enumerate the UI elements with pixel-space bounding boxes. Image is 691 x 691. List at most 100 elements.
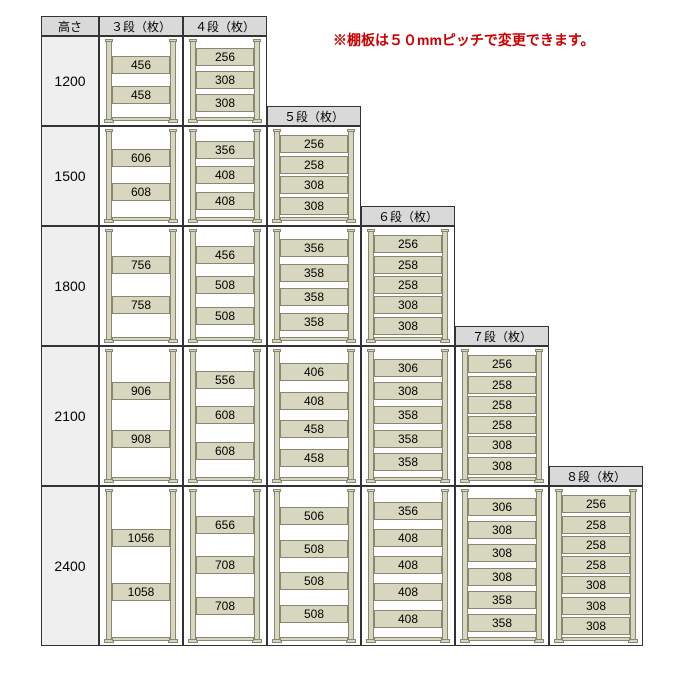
shelf-plate: 556 [196, 371, 254, 389]
cell-1800-c4: 356358358358 [267, 226, 361, 346]
shelf-plate: 308 [374, 296, 442, 314]
shelf-plate: 408 [374, 610, 442, 628]
shelf-diagram: 256258258258308308308 [556, 491, 636, 641]
header-c7: ８段（枚） [549, 466, 643, 486]
shelf-plate: 356 [196, 141, 254, 159]
shelf-plate: 358 [374, 453, 442, 471]
cell-1200-c3: 256308308 [183, 36, 267, 126]
shelf-plate: 608 [196, 442, 254, 460]
shelf-plate: 358 [374, 406, 442, 424]
cell-2100-c4: 406 408 458 458 [267, 346, 361, 486]
cell-1800-c2: 756 758 [99, 226, 183, 346]
shelf-diagram: 256 258 258 308 308 [368, 231, 448, 341]
shelf-plate: 358 [280, 288, 348, 306]
shelf-plate: 356 [280, 239, 348, 257]
cell-2400-c4: 506508508508 [267, 486, 361, 646]
shelf-plate: 308 [468, 521, 536, 539]
shelf-plate: 308 [562, 597, 630, 615]
shelf-plate: 758 [112, 296, 170, 314]
shelf-diagram: 456508508 [190, 231, 260, 341]
shelf-plate: 358 [468, 614, 536, 632]
pitch-note: ※棚板は５０mmピッチで変更できます。 [333, 30, 595, 50]
shelf-plate: 756 [112, 256, 170, 274]
shelf-diagram: 906908 [106, 351, 176, 481]
cell-2400-c5: 356408408408408 [361, 486, 455, 646]
shelf-plate: 458 [280, 420, 348, 438]
cell-1800-c3: 456508508 [183, 226, 267, 346]
shelf-diagram: 256258308308 [274, 131, 354, 221]
shelf-diagram: 306308358358358 [368, 351, 448, 481]
cell-2100-c2: 906908 [99, 346, 183, 486]
shelf-diagram: 456 458 [106, 41, 176, 121]
shelf-plate: 258 [280, 156, 348, 174]
shelf-plate: 258 [562, 516, 630, 534]
shelf-plate: 408 [196, 192, 254, 210]
shelf-plate: 308 [468, 568, 536, 586]
shelf-diagram: 556608608 [190, 351, 260, 481]
shelf-diagram: 1056 1058 [106, 491, 176, 641]
cell-2100-c5: 306308358358358 [361, 346, 455, 486]
shelf-plate: 258 [374, 276, 442, 294]
shelf-diagram: 306308308308358358 [462, 491, 542, 641]
cell-2400-c2: 1056 1058 [99, 486, 183, 646]
header-c2: ３段（枚） [99, 16, 183, 36]
shelf-plate: 408 [374, 583, 442, 601]
shelf-spec-chart: ※棚板は５０mmピッチで変更できます。 高さ３段（枚）４段（枚）５段（枚）６段（… [0, 0, 691, 691]
shelf-plate: 1058 [112, 583, 170, 601]
shelf-plate: 258 [468, 416, 536, 434]
header-height: 高さ [41, 16, 99, 36]
shelf-plate: 358 [280, 313, 348, 331]
cell-1800-c5: 256 258 258 308 308 [361, 226, 455, 346]
shelf-diagram: 356358358358 [274, 231, 354, 341]
cell-2100-c3: 556608608 [183, 346, 267, 486]
rowlabel-1500: 1500 [41, 126, 99, 226]
shelf-plate: 256 [374, 235, 442, 253]
shelf-plate: 508 [280, 540, 348, 558]
shelf-plate: 456 [196, 246, 254, 264]
shelf-plate: 606 [112, 149, 170, 167]
shelf-plate: 358 [468, 591, 536, 609]
shelf-plate: 308 [562, 576, 630, 594]
header-c5: ６段（枚） [361, 206, 455, 226]
shelf-plate: 408 [374, 529, 442, 547]
shelf-plate: 308 [196, 71, 254, 89]
shelf-plate: 508 [280, 572, 348, 590]
shelf-plate: 508 [196, 307, 254, 325]
cell-1500-c3: 356 408 408 [183, 126, 267, 226]
header-c6: ７段（枚） [455, 326, 549, 346]
shelf-diagram: 656708708 [190, 491, 260, 641]
rowlabel-2100: 2100 [41, 346, 99, 486]
shelf-plate: 456 [112, 56, 170, 74]
cell-2100-c6: 256258258258308308 [455, 346, 549, 486]
shelf-plate: 656 [196, 516, 254, 534]
cell-1200-c2: 456 458 [99, 36, 183, 126]
cell-1500-c4: 256258308308 [267, 126, 361, 226]
shelf-plate: 258 [468, 376, 536, 394]
cell-2400-c3: 656708708 [183, 486, 267, 646]
shelf-plate: 258 [374, 256, 442, 274]
shelf-plate: 458 [280, 449, 348, 467]
shelf-plate: 308 [468, 436, 536, 454]
shelf-plate: 308 [468, 457, 536, 475]
shelf-plate: 406 [280, 363, 348, 381]
shelf-diagram: 356408408408408 [368, 491, 448, 641]
shelf-plate: 308 [280, 176, 348, 194]
shelf-diagram: 506508508508 [274, 491, 354, 641]
shelf-plate: 408 [196, 166, 254, 184]
header-c3: ４段（枚） [183, 16, 267, 36]
shelf-plate: 308 [374, 317, 442, 335]
rowlabel-1800: 1800 [41, 226, 99, 346]
cell-2400-c6: 306308308308358358 [455, 486, 549, 646]
shelf-diagram: 606 608 [106, 131, 176, 221]
cell-2400-c7: 256258258258308308308 [549, 486, 643, 646]
rowlabel-1200: 1200 [41, 36, 99, 126]
shelf-plate: 408 [280, 392, 348, 410]
shelf-plate: 258 [562, 536, 630, 554]
shelf-plate: 1056 [112, 529, 170, 547]
shelf-plate: 608 [112, 183, 170, 201]
shelf-plate: 458 [112, 86, 170, 104]
shelf-diagram: 406 408 458 458 [274, 351, 354, 481]
shelf-plate: 306 [374, 359, 442, 377]
shelf-plate: 708 [196, 597, 254, 615]
shelf-plate: 256 [196, 48, 254, 66]
